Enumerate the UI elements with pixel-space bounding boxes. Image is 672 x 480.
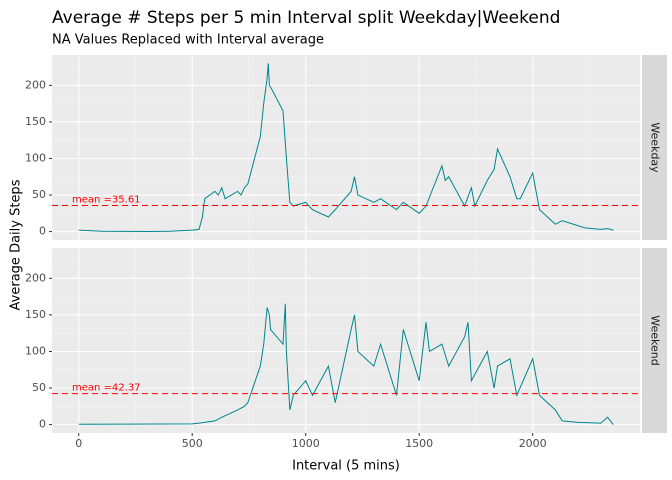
y-tick-label: 0 (39, 418, 46, 431)
y-tick-label: 50 (32, 188, 46, 201)
chart-subtitle: NA Values Replaced with Interval average (52, 33, 324, 48)
y-tick-label: 200 (25, 271, 46, 284)
strip-background (642, 248, 667, 433)
mean-label: mean =42.37 (72, 383, 141, 394)
strip-label: Weekday (649, 122, 662, 173)
y-tick-label: 100 (25, 344, 46, 357)
chart-title: Average # Steps per 5 min Interval split… (52, 8, 560, 28)
x-tick-label: 1500 (405, 437, 433, 450)
data-line (78, 303, 614, 425)
y-tick-label: 0 (39, 225, 46, 238)
strip-label: Weekend (649, 315, 662, 365)
x-tick-label: 2000 (519, 437, 547, 450)
y-tick-label: 100 (25, 151, 46, 164)
x-axis-label: Interval (5 mins) (292, 459, 400, 474)
x-tick-label: 0 (75, 437, 82, 450)
y-tick-label: 150 (25, 115, 46, 128)
x-tick-label: 500 (182, 437, 203, 450)
y-tick-label: 150 (25, 308, 46, 321)
panel-background (52, 248, 640, 433)
strip-background (642, 55, 667, 240)
mean-label: mean =35.61 (72, 195, 141, 206)
data-line (78, 63, 614, 232)
y-tick-label: 50 (32, 381, 46, 394)
y-axis-label: Average Daily Steps (9, 179, 24, 310)
y-tick-label: 200 (25, 78, 46, 91)
x-tick-label: 1000 (292, 437, 320, 450)
panel-background (52, 55, 640, 240)
